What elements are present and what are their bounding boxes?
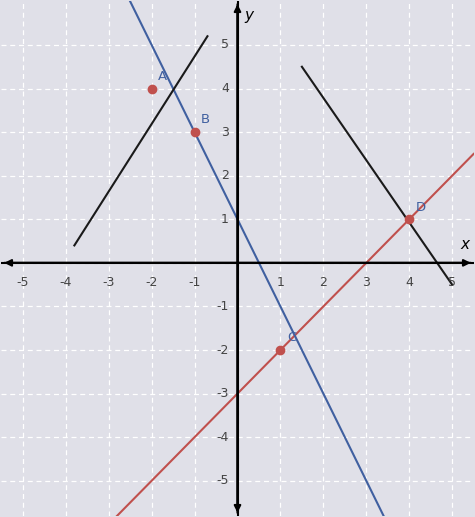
Text: D: D — [416, 201, 426, 214]
Text: 5: 5 — [448, 276, 456, 289]
Text: 4: 4 — [221, 82, 229, 95]
Text: -1: -1 — [189, 276, 201, 289]
Text: -5: -5 — [17, 276, 29, 289]
Text: -2: -2 — [145, 276, 158, 289]
Text: 1: 1 — [276, 276, 285, 289]
Text: y: y — [244, 8, 253, 23]
Text: B: B — [201, 113, 210, 127]
Text: 4: 4 — [405, 276, 413, 289]
Text: x: x — [460, 237, 469, 252]
Text: 1: 1 — [221, 213, 229, 226]
Text: 3: 3 — [362, 276, 370, 289]
Text: A: A — [158, 70, 167, 83]
Text: -3: -3 — [217, 387, 229, 400]
Text: 2: 2 — [221, 169, 229, 182]
Text: -1: -1 — [217, 300, 229, 313]
Text: C: C — [287, 331, 296, 344]
Text: -2: -2 — [217, 343, 229, 357]
Text: -3: -3 — [103, 276, 115, 289]
Text: -4: -4 — [59, 276, 72, 289]
Text: 3: 3 — [221, 126, 229, 139]
Text: 2: 2 — [319, 276, 327, 289]
Text: -5: -5 — [217, 474, 229, 487]
Text: -4: -4 — [217, 431, 229, 444]
Text: 5: 5 — [221, 38, 229, 52]
